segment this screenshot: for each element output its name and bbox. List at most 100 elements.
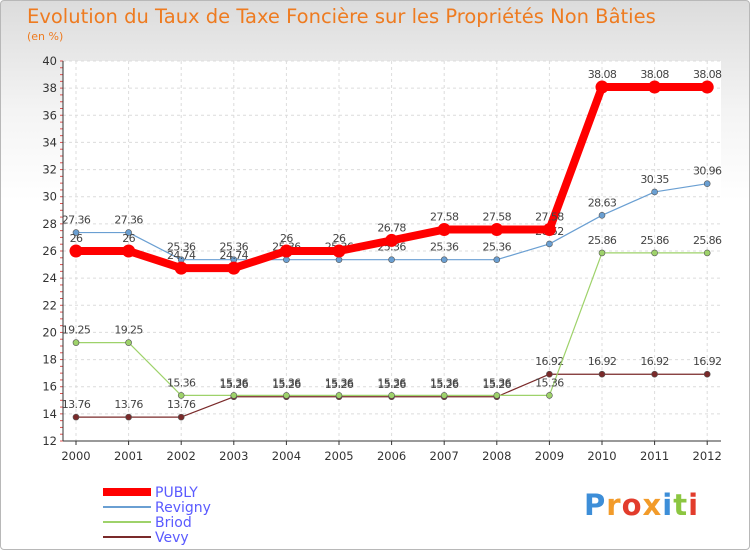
y-tick-label: 24 [42, 271, 57, 285]
data-point-publy [542, 223, 556, 237]
data-point-revigny [125, 229, 132, 236]
y-tick-label: 36 [42, 108, 57, 122]
data-label-briod: 15.36 [430, 376, 459, 389]
logo-letter: i [688, 488, 700, 522]
data-point-vevy [651, 370, 658, 378]
data-point-vevy [72, 413, 80, 421]
x-tick-label: 2004 [272, 449, 301, 463]
data-point-revigny [546, 240, 553, 248]
data-point-briod [335, 392, 343, 399]
data-label-revigny: 30.35 [640, 173, 669, 186]
data-label-vevy: 13.76 [167, 398, 196, 411]
data-point-publy [122, 244, 136, 258]
data-label-publy: 38.08 [693, 68, 722, 81]
data-label-briod: 15.36 [377, 376, 406, 389]
legend-label-vevy: Vevy [155, 530, 189, 546]
grid [63, 60, 721, 442]
data-point-revigny [703, 180, 711, 187]
data-point-briod [493, 392, 501, 399]
data-label-vevy: 16.92 [588, 355, 617, 368]
data-point-publy [700, 80, 714, 94]
data-point-briod [703, 249, 711, 257]
proxiti-logo: Proxiti [584, 488, 699, 522]
data-point-revigny [598, 212, 606, 219]
x-tick-label: 2003 [219, 449, 248, 463]
logo-letter: i [662, 488, 674, 522]
legend-label-publy: PUBLY [155, 485, 198, 501]
data-label-vevy: 15.26 [220, 378, 249, 391]
y-tick-label: 34 [42, 135, 57, 149]
data-point-revigny [72, 229, 80, 236]
data-label-briod: 25.86 [640, 234, 669, 247]
data-label-revigny: 28.63 [588, 196, 617, 209]
x-tick-label: 2007 [430, 449, 459, 463]
y-tick-label: 22 [42, 298, 57, 312]
data-point-briod [72, 339, 80, 346]
data-label-briod: 25.86 [588, 234, 617, 247]
data-point-publy [595, 80, 609, 94]
data-point-briod [230, 392, 238, 399]
unit-label: (en %) [27, 30, 64, 43]
data-label-publy: 26 [122, 232, 135, 245]
data-label-vevy: 16.92 [693, 355, 722, 368]
data-label-briod: 25.86 [693, 234, 722, 247]
data-point-publy [174, 261, 188, 275]
data-point-revigny [651, 188, 658, 196]
data-label-publy: 26 [70, 232, 83, 245]
data-point-vevy [177, 413, 185, 421]
data-point-revigny [493, 256, 501, 263]
data-point-vevy [546, 370, 553, 378]
data-label-publy: 26 [280, 232, 293, 245]
data-label-publy: 38.08 [640, 68, 669, 81]
data-label-revigny: 25.36 [220, 241, 249, 254]
y-tick-label: 12 [42, 434, 57, 448]
x-tick-label: 2006 [377, 449, 406, 463]
data-label-publy: 27.58 [483, 211, 512, 224]
data-point-briod [125, 339, 132, 346]
series-briod: 19.25 19.25 15.36 15.36 15.36 15.36 15.36 15.36… [62, 234, 723, 399]
y-tick-label: 28 [42, 217, 57, 231]
data-label-briod: 15.36 [272, 376, 301, 389]
data-label-briod: 19.25 [62, 324, 91, 337]
data-label-briod: 15.36 [167, 376, 196, 389]
data-label-revigny: 27.36 [62, 214, 91, 227]
data-point-revigny [440, 256, 448, 263]
data-point-publy [332, 244, 346, 258]
data-point-publy [490, 223, 504, 237]
data-point-briod [388, 392, 395, 399]
y-tick-label: 40 [42, 54, 57, 68]
logo-letter: x [642, 488, 663, 522]
data-label-vevy: 15.26 [430, 378, 459, 391]
chart-title: Evolution du Taux de Taxe Foncière sur l… [27, 5, 656, 28]
y-tick-label: 32 [42, 163, 57, 177]
data-point-briod [177, 392, 185, 399]
data-label-vevy: 15.26 [272, 378, 301, 391]
series-publy: 26 26 24.74 24.74 26 26 26.78 27.58 27.58 27.58 38… [69, 68, 723, 275]
data-point-briod [651, 249, 658, 257]
data-point-publy [437, 223, 451, 237]
logo-letter: P [584, 488, 607, 522]
data-point-revigny [283, 256, 290, 263]
data-point-revigny [388, 256, 395, 263]
data-point-publy [385, 233, 399, 247]
data-label-revigny: 25.36 [167, 241, 196, 254]
y-tick-label: 20 [42, 325, 57, 339]
data-label-revigny: 27.36 [114, 214, 143, 227]
legend-label-briod: Briod [155, 515, 192, 531]
data-label-publy: 26 [333, 232, 346, 245]
data-label-revigny: 25.36 [430, 241, 459, 254]
data-label-revigny: 25.36 [483, 241, 512, 254]
data-label-publy: 24.74 [220, 249, 249, 262]
x-tick-label: 2011 [640, 449, 669, 463]
data-label-briod: 15.36 [535, 376, 564, 389]
y-tick-label: 14 [42, 407, 57, 421]
y-tick-label: 18 [42, 353, 57, 367]
x-tick-label: 2000 [61, 449, 90, 463]
x-tick-label: 2012 [693, 449, 722, 463]
data-point-vevy [598, 370, 606, 378]
legend-label-revigny: Revigny [155, 500, 211, 516]
y-tick-label: 38 [42, 81, 57, 95]
data-label-vevy: 15.26 [325, 378, 354, 391]
